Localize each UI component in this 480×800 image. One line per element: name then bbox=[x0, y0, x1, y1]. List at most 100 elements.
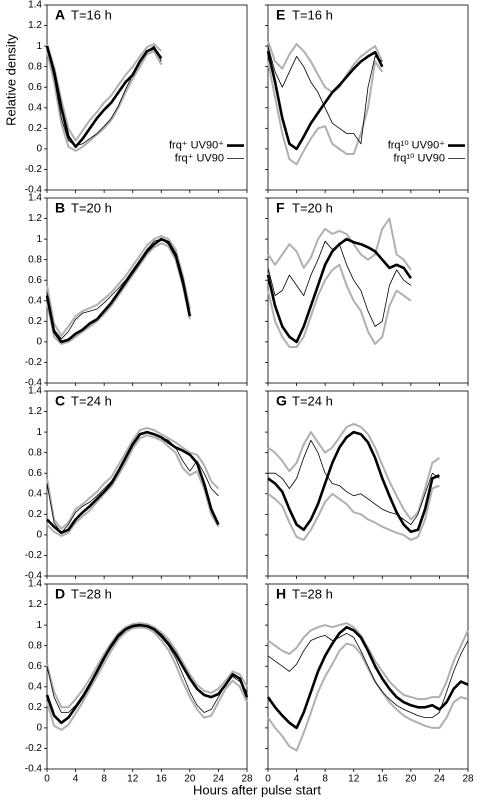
x-axis-label: Hours after pulse start bbox=[193, 782, 321, 797]
y-tick-label: 1.4 bbox=[28, 0, 42, 11]
series-line bbox=[46, 622, 248, 709]
panel-label: D bbox=[55, 586, 65, 602]
series-line bbox=[267, 632, 469, 718]
series-line bbox=[45, 237, 192, 344]
series-line bbox=[46, 626, 248, 731]
series-line bbox=[266, 237, 412, 344]
y-tick-label: 0.2 bbox=[28, 123, 42, 134]
y-tick-label: 0 bbox=[36, 723, 42, 734]
series-line bbox=[46, 431, 219, 534]
y-tick-label: 0.4 bbox=[28, 488, 42, 499]
panel-title: T=28 h bbox=[292, 586, 333, 601]
x-tick-label: 28 bbox=[462, 774, 474, 785]
y-tick-label: 1.4 bbox=[28, 386, 42, 397]
legend-label: frq¹⁰ UV90 bbox=[394, 153, 445, 165]
series-line bbox=[267, 484, 440, 541]
x-tick-label: 4 bbox=[294, 774, 300, 785]
y-tick-label: -0.4 bbox=[25, 764, 43, 775]
series-line bbox=[46, 235, 191, 337]
panel-title: T=28 h bbox=[71, 586, 112, 601]
series-line bbox=[267, 642, 469, 752]
y-tick-label: 1 bbox=[36, 234, 42, 245]
y-tick-label: 0.8 bbox=[28, 640, 42, 651]
plot-frame bbox=[267, 4, 469, 191]
series-line bbox=[267, 430, 440, 534]
y-tick-label: -0.2 bbox=[25, 550, 43, 561]
x-tick-label: 20 bbox=[405, 774, 417, 785]
x-tick-label: 24 bbox=[213, 774, 225, 785]
x-tick-label: 12 bbox=[348, 774, 360, 785]
y-tick-label: -0.2 bbox=[25, 743, 43, 754]
panel-title: T=16 h bbox=[71, 7, 112, 22]
y-tick-label: 0.6 bbox=[28, 275, 42, 286]
y-tick-label: 1 bbox=[36, 620, 42, 631]
y-tick-label: 0.2 bbox=[28, 316, 42, 327]
series-line bbox=[267, 217, 412, 271]
plot-frame bbox=[46, 390, 248, 577]
x-tick-label: 8 bbox=[101, 774, 107, 785]
series-line bbox=[266, 625, 469, 730]
plot-frame bbox=[46, 583, 248, 770]
x-tick-label: 12 bbox=[127, 774, 139, 785]
panel-label: C bbox=[55, 393, 65, 409]
y-tick-label: 1.2 bbox=[28, 406, 42, 417]
x-tick-label: 20 bbox=[184, 774, 196, 785]
y-tick-label: -0.4 bbox=[25, 185, 43, 196]
series-line bbox=[46, 624, 248, 713]
series-line bbox=[267, 622, 469, 701]
x-tick-label: 0 bbox=[265, 774, 271, 785]
panel-title: T=16 h bbox=[292, 7, 333, 22]
series-line bbox=[267, 422, 440, 521]
y-tick-label: 0.2 bbox=[28, 702, 42, 713]
y-tick-label: 0.4 bbox=[28, 102, 42, 113]
series-line bbox=[46, 242, 191, 345]
y-tick-label: 0.6 bbox=[28, 661, 42, 672]
series-line bbox=[45, 623, 249, 725]
y-tick-label: 1.2 bbox=[28, 213, 42, 224]
series-line bbox=[267, 240, 412, 327]
x-tick-label: 28 bbox=[241, 774, 253, 785]
series-line bbox=[46, 238, 191, 340]
series-line bbox=[267, 263, 412, 348]
x-tick-label: 16 bbox=[377, 774, 389, 785]
y-tick-label: 0.2 bbox=[28, 509, 42, 520]
panel-title: T=24 h bbox=[71, 393, 112, 408]
legend-label: frq⁺ UV90 bbox=[175, 153, 224, 165]
y-tick-label: -0.4 bbox=[25, 571, 43, 582]
legend-label: frq¹⁰ UV90⁺ bbox=[388, 140, 445, 152]
y-tick-label: 1.2 bbox=[28, 599, 42, 610]
y-tick-label: 0 bbox=[36, 337, 42, 348]
series-line bbox=[46, 434, 220, 537]
x-tick-label: 8 bbox=[322, 774, 328, 785]
legend-label: frq⁺ UV90⁺ bbox=[169, 140, 224, 152]
panel-title: T=20 h bbox=[292, 200, 333, 215]
plot-frame bbox=[46, 197, 248, 384]
panel-label: A bbox=[55, 7, 65, 23]
series-line bbox=[46, 427, 220, 530]
plot-frame bbox=[46, 4, 248, 191]
y-tick-label: 0.4 bbox=[28, 681, 42, 692]
plot-frame bbox=[267, 197, 469, 384]
y-tick-label: 0.4 bbox=[28, 295, 42, 306]
y-tick-label: 1 bbox=[36, 41, 42, 52]
y-tick-label: 1 bbox=[36, 427, 42, 438]
y-tick-label: 1.4 bbox=[28, 193, 42, 204]
x-tick-label: 0 bbox=[44, 774, 50, 785]
y-tick-label: 1.4 bbox=[28, 579, 42, 590]
plot-frame bbox=[267, 390, 469, 577]
series-line bbox=[46, 45, 162, 147]
series-line bbox=[268, 439, 440, 525]
y-tick-label: 0.8 bbox=[28, 254, 42, 265]
y-tick-label: -0.4 bbox=[25, 378, 43, 389]
series-line bbox=[266, 50, 384, 151]
y-tick-label: 0.6 bbox=[28, 82, 42, 93]
series-line bbox=[267, 45, 383, 145]
y-tick-label: 0.8 bbox=[28, 447, 42, 458]
panel-label: G bbox=[276, 393, 287, 409]
panel-label: F bbox=[276, 200, 285, 216]
y-tick-label: 0 bbox=[36, 530, 42, 541]
y-tick-label: -0.2 bbox=[25, 164, 43, 175]
y-tick-label: 0.8 bbox=[28, 61, 42, 72]
y-tick-label: 0 bbox=[36, 144, 42, 155]
